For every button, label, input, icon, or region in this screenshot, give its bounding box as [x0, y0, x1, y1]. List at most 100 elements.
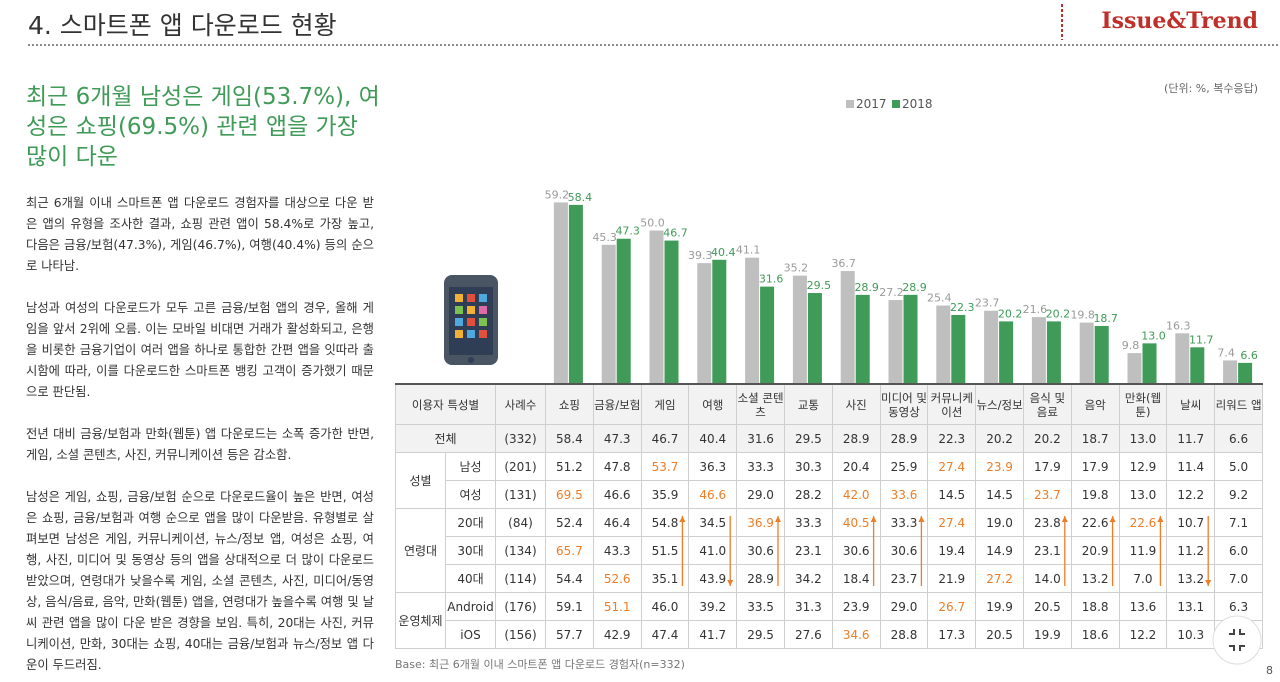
bar [807, 293, 822, 383]
unit-note: (단위: %, 복수응답) [1164, 82, 1258, 95]
bar [1142, 343, 1157, 383]
data-label: 40.4 [711, 246, 736, 259]
cell: 28.9 [879, 424, 929, 453]
header-cell: 음악 [1070, 383, 1120, 425]
cell: 6.0 [1214, 536, 1263, 565]
headline: 최근 6개월 남성은 게임(53.7%), 여성은 쇼핑(69.5%) 관련 앱… [26, 84, 380, 170]
cell: 12.2 [1166, 480, 1216, 509]
cell: 30.6 [736, 536, 785, 565]
cell: 30.3 [783, 452, 833, 481]
cell: 33.6 [879, 480, 929, 509]
cell: 42.0 [831, 480, 881, 509]
cell: 23.9 [831, 592, 881, 621]
cell: 28.9 [831, 424, 881, 453]
cell: 17.9 [1070, 452, 1120, 481]
cell: 10.7 [1166, 508, 1216, 537]
row-label: 여성 [445, 480, 496, 509]
cell: 13.1 [1166, 592, 1216, 621]
cell: 42.9 [592, 620, 642, 649]
header-cell: 금융/보험 [592, 383, 642, 425]
header-cell: 게임 [640, 383, 690, 425]
bar [553, 202, 568, 383]
cell: 7.1 [1214, 508, 1263, 537]
cell: 14.5 [927, 480, 977, 509]
header-cell: 소셜 콘텐츠 [736, 383, 785, 425]
sample-size: (156) [495, 620, 546, 649]
cell: 11.7 [1166, 424, 1216, 453]
cell: 7.0 [1214, 564, 1263, 593]
cell: 59.1 [545, 592, 594, 621]
cell: 33.3 [783, 508, 833, 537]
cell: 31.3 [783, 592, 833, 621]
cell: 14.9 [975, 536, 1024, 565]
sample-size: (332) [495, 424, 546, 453]
cell: 21.9 [927, 564, 977, 593]
cell: 46.7 [640, 424, 690, 453]
header-cell: 뉴스/정보 [975, 383, 1024, 425]
bar [616, 238, 631, 383]
cell: 46.4 [592, 508, 642, 537]
cell: 20.2 [1022, 424, 1072, 453]
data-label: 31.6 [759, 273, 784, 286]
cell: 12.2 [1118, 620, 1168, 649]
bar [1094, 325, 1109, 383]
cell: 14.5 [975, 480, 1024, 509]
cell: 28.8 [879, 620, 929, 649]
phone-icon [444, 275, 498, 365]
cell: 23.9 [975, 452, 1024, 481]
cell: 29.5 [736, 620, 785, 649]
fullscreen-button[interactable] [1212, 615, 1262, 665]
cell: 25.9 [879, 452, 929, 481]
cell: 20.5 [975, 620, 1024, 649]
data-label: 47.3 [615, 225, 640, 238]
bar [664, 240, 679, 383]
data-label: 7.4 [1217, 346, 1235, 359]
bar [1190, 347, 1205, 383]
base-note: Base: 최근 6개월 이내 스마트폰 앱 다운로드 경험자(n=332) [395, 658, 685, 671]
cell: 23.1 [783, 536, 833, 565]
data-label: 27.2 [879, 286, 904, 299]
row-label: 20대 [445, 508, 496, 537]
cell: 19.9 [975, 592, 1024, 621]
table-row: iOS (156) 57.7 42.9 47.4 41.7 29.5 27.6 34.6 28.8… [396, 620, 1263, 649]
cell: 35.1 [640, 564, 690, 593]
cell: 6.6 [1214, 424, 1263, 453]
cell: 23.7 [1022, 480, 1072, 509]
bar [712, 259, 727, 383]
cell: 11.9 [1118, 536, 1168, 565]
cell: 19.0 [975, 508, 1024, 537]
legend-swatch [892, 100, 900, 108]
cell: 20.5 [1022, 592, 1072, 621]
cell: 19.8 [1070, 480, 1120, 509]
data-label: 29.5 [807, 279, 832, 292]
cell: 54.8 [640, 508, 690, 537]
body-text: 최근 6개월 이내 스마트폰 앱 다운로드 경험자를 대상으로 다운 받은 앱의… [26, 193, 374, 682]
data-table: 이용자 특성별 사례수 쇼핑 금융/보험 게임 여행 소셜 콘텐츠 교통 사진 미디어 및 동영상… [395, 383, 1263, 649]
cell: 65.7 [545, 536, 594, 565]
cell: 17.3 [927, 620, 977, 649]
data-label: 39.3 [688, 249, 713, 262]
paragraph: 최근 6개월 이내 스마트폰 앱 다운로드 경험자를 대상으로 다운 받은 앱의… [26, 196, 374, 273]
cell: 23.8 [1022, 508, 1072, 537]
cell: 39.2 [688, 592, 738, 621]
cell: 69.5 [545, 480, 594, 509]
cell: 17.9 [1022, 452, 1072, 481]
sample-size: (131) [495, 480, 546, 509]
row-label: 30대 [445, 536, 496, 565]
cell: 7.0 [1118, 564, 1168, 593]
cell: 28.9 [736, 564, 785, 593]
bar [936, 305, 951, 383]
bar [1031, 317, 1046, 383]
bar [855, 294, 870, 383]
header-cell: 만화(웹툰) [1118, 383, 1168, 425]
cell: 34.2 [783, 564, 833, 593]
bar [601, 244, 616, 383]
cell: 13.0 [1118, 480, 1168, 509]
cell: 46.6 [688, 480, 738, 509]
header-cell: 날씨 [1166, 383, 1216, 425]
sample-size: (114) [495, 564, 546, 593]
row-label: 남성 [445, 452, 496, 481]
cell: 12.9 [1118, 452, 1168, 481]
data-label: 41.1 [736, 244, 761, 257]
cell: 14.0 [1022, 564, 1072, 593]
